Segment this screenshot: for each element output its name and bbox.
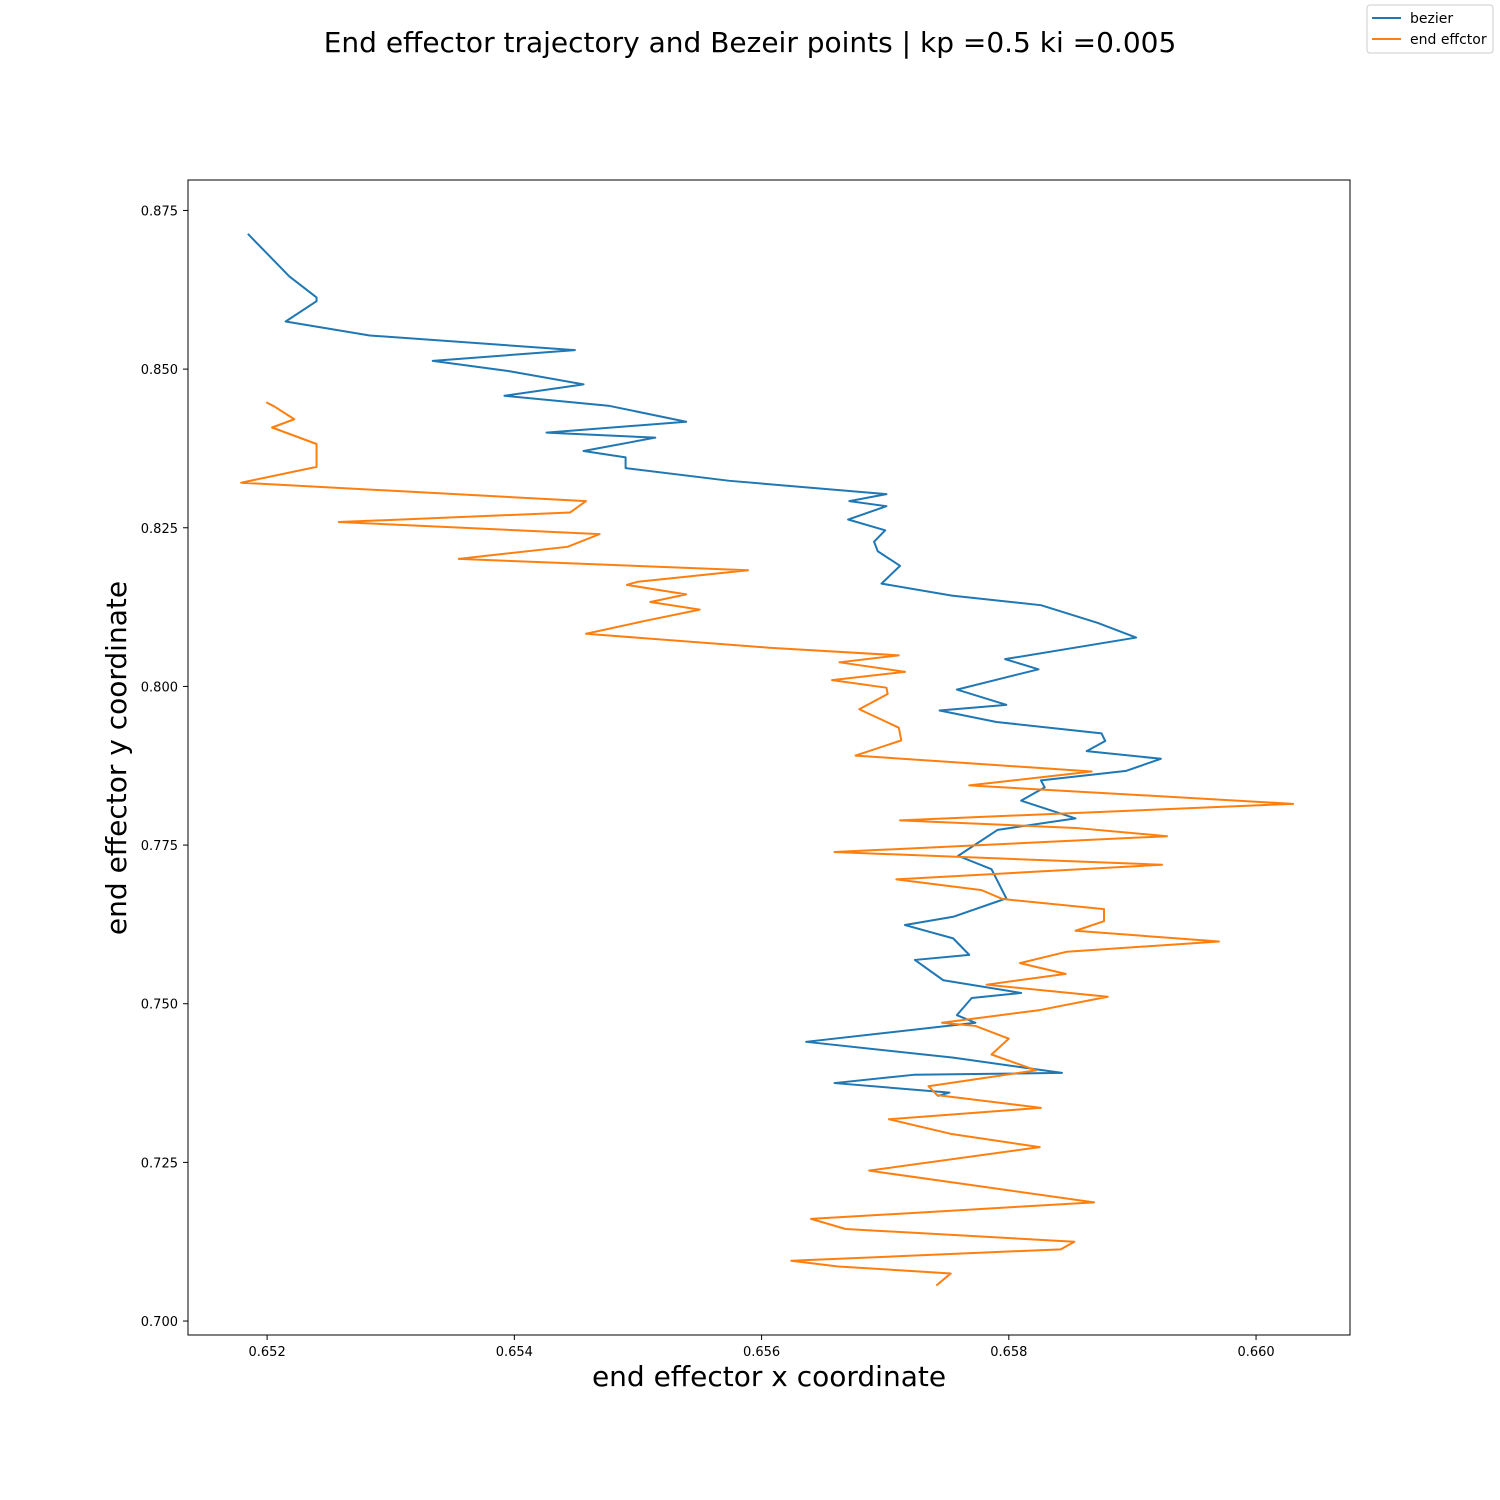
x-tick-label: 0.660 <box>1237 1345 1274 1360</box>
series-line-end-effctor <box>240 401 1295 1287</box>
y-tick-label: 0.700 <box>141 1315 178 1330</box>
x-tick-label: 0.654 <box>496 1345 533 1360</box>
plot-background <box>188 180 1350 1335</box>
legend: bezier end effctor <box>1366 4 1494 54</box>
y-tick-label: 0.850 <box>141 363 178 378</box>
x-tick-label: 0.656 <box>743 1345 780 1360</box>
legend-label-bezier: bezier <box>1410 11 1453 27</box>
legend-label-end-effctor: end effctor <box>1410 32 1487 48</box>
y-tick-label: 0.875 <box>141 204 178 219</box>
y-tick-label: 0.825 <box>141 522 178 537</box>
y-tick-label: 0.775 <box>141 839 178 854</box>
x-axis-label: end effector x coordinate <box>592 1360 946 1393</box>
chart-title: End effector trajectory and Bezeir point… <box>324 26 1177 59</box>
y-axis: 0.700 0.725 0.750 0.775 0.800 0.825 0.850 0.875 <box>141 204 188 1330</box>
y-tick-label: 0.725 <box>141 1156 178 1171</box>
y-axis-label: end effector y coordinate <box>100 581 133 935</box>
x-axis: 0.652 0.654 0.656 0.658 0.660 <box>249 1335 1275 1360</box>
y-tick-label: 0.800 <box>141 680 178 695</box>
x-tick-label: 0.658 <box>990 1345 1027 1360</box>
plot-frame <box>187 179 1351 1336</box>
x-tick-label: 0.652 <box>249 1345 286 1360</box>
series-line-bezier <box>247 233 1162 1097</box>
y-tick-label: 0.750 <box>141 998 178 1013</box>
plot-area <box>187 179 1351 1336</box>
